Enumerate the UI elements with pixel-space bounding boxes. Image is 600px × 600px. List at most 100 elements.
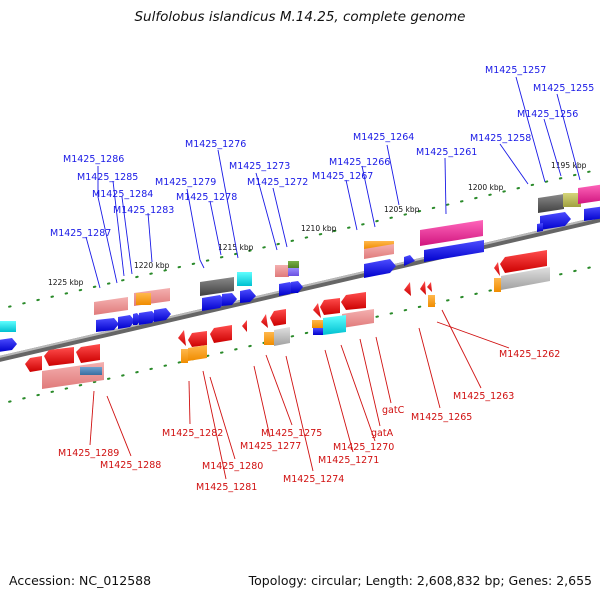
gene-label: M1425_1284 <box>92 189 153 200</box>
gene-label: M1425_1255 <box>533 83 594 94</box>
gene-feature <box>364 259 396 278</box>
gene-feature <box>188 331 207 347</box>
gene-label: M1425_1287 <box>50 228 111 239</box>
gene-feature <box>261 314 268 328</box>
gene-label: M1425_1272 <box>247 177 308 188</box>
gene-label: M1425_1281 <box>196 482 257 493</box>
gene-feature <box>242 320 247 332</box>
gene-label: M1425_1257 <box>485 65 546 76</box>
gene-feature <box>424 240 484 262</box>
gene-feature <box>178 330 186 346</box>
ruler-tick-1205: 1205 kbp <box>384 205 420 214</box>
gene-feature <box>538 194 564 213</box>
gene-label: M1425_1278 <box>176 192 237 203</box>
gene-feature <box>404 282 411 296</box>
gene-feature <box>288 261 299 269</box>
gene-feature <box>540 212 571 230</box>
gene-feature <box>427 282 432 292</box>
gene-label: M1425_1288 <box>100 460 161 471</box>
gene-label: M1425_1279 <box>155 177 216 188</box>
top-gene-labels: M1425_1287 M1425_1286 M1425_1285 M1425_1… <box>50 65 594 239</box>
gene-label: M1425_1283 <box>113 205 174 216</box>
ruler-tick-1200: 1200 kbp <box>468 183 504 192</box>
gene-feature <box>501 267 550 290</box>
gene-feature <box>210 325 232 343</box>
gene-feature <box>428 295 435 307</box>
gene-feature <box>320 298 340 315</box>
gene-feature <box>139 311 157 325</box>
ruler-tick-1220: 1220 kbp <box>134 261 170 270</box>
gene-feature <box>80 367 102 375</box>
accession-label: Accession: NC_012588 <box>9 573 152 588</box>
gene-feature <box>494 278 501 292</box>
gene-feature <box>275 265 289 277</box>
gene-feature <box>264 332 274 345</box>
gene-feature <box>584 206 600 221</box>
gene-feature <box>312 320 324 328</box>
gene-label: M1425_1275 <box>261 428 322 439</box>
gene-feature <box>291 281 303 293</box>
gene-label: gatA <box>371 428 394 439</box>
gene-feature <box>0 321 16 332</box>
gene-label: M1425_1261 <box>416 147 477 158</box>
top-strand-features <box>0 184 600 352</box>
gene-feature <box>240 289 256 303</box>
gene-label: M1425_1280 <box>202 461 263 472</box>
gene-label: M1425_1276 <box>185 139 246 150</box>
map-title: Sulfolobus islandicus M.14.25, complete … <box>134 9 466 25</box>
gene-feature <box>25 356 42 372</box>
gene-label: M1425_1263 <box>453 391 514 402</box>
bottom-strand-features <box>25 250 550 389</box>
gene-feature <box>494 262 500 276</box>
gene-feature <box>202 295 226 311</box>
gene-feature <box>500 250 547 273</box>
bottom-leader-lines <box>89 309 510 480</box>
gene-feature <box>341 292 366 310</box>
gene-feature <box>133 313 142 325</box>
gene-label: M1425_1282 <box>162 428 223 439</box>
gene-feature <box>44 347 74 366</box>
gene-label: M1425_1285 <box>77 172 138 183</box>
gene-feature <box>136 293 151 305</box>
gene-label: M1425_1286 <box>63 154 124 165</box>
ruler-tick-1195: 1195 kbp <box>551 161 587 170</box>
gene-feature <box>237 272 252 286</box>
gene-feature <box>578 184 600 204</box>
gene-label: M1425_1265 <box>411 412 472 423</box>
gene-feature <box>222 293 237 306</box>
gene-feature <box>323 315 346 335</box>
ruler-tick-1225: 1225 kbp <box>48 278 84 287</box>
gene-label: gatC <box>382 405 405 416</box>
gene-feature <box>313 303 321 318</box>
ruler-tick-1210: 1210 kbp <box>301 224 337 233</box>
bottom-gene-labels: M1425_1289 M1425_1288 M1425_1282 M1425_1… <box>58 349 560 493</box>
gene-feature <box>537 223 543 232</box>
gene-feature <box>181 349 188 363</box>
gene-label: M1425_1271 <box>318 455 379 466</box>
gene-label: M1425_1273 <box>229 161 290 172</box>
gene-label: M1425_1262 <box>499 349 560 360</box>
gene-label: M1425_1256 <box>517 109 578 120</box>
gene-feature <box>154 308 171 322</box>
gene-feature <box>94 297 128 315</box>
gene-feature <box>96 318 119 332</box>
gene-label: M1425_1270 <box>333 442 394 453</box>
gene-label: M1425_1258 <box>470 133 531 144</box>
gene-label: M1425_1267 <box>312 171 373 182</box>
gene-feature <box>200 277 234 296</box>
gene-feature <box>288 268 299 276</box>
gene-feature <box>313 328 323 335</box>
gene-feature <box>342 309 374 328</box>
gene-label: M1425_1266 <box>329 157 390 168</box>
gene-feature <box>0 338 17 352</box>
gene-label: M1425_1289 <box>58 448 119 459</box>
gene-feature <box>364 244 394 259</box>
gene-feature <box>188 345 207 361</box>
gene-feature <box>563 193 581 207</box>
gene-feature <box>274 327 290 346</box>
gene-feature <box>270 309 286 326</box>
gene-feature <box>118 315 135 329</box>
gene-label: M1425_1274 <box>283 474 344 485</box>
genome-summary: Topology: circular; Length: 2,608,832 bp… <box>248 573 592 588</box>
